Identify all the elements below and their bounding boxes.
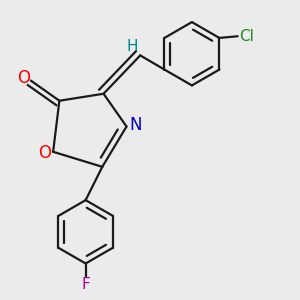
Text: Cl: Cl: [240, 29, 254, 44]
Text: O: O: [38, 145, 51, 163]
Text: O: O: [17, 69, 30, 87]
Text: N: N: [130, 116, 142, 134]
Text: H: H: [126, 39, 138, 54]
Text: F: F: [81, 277, 90, 292]
